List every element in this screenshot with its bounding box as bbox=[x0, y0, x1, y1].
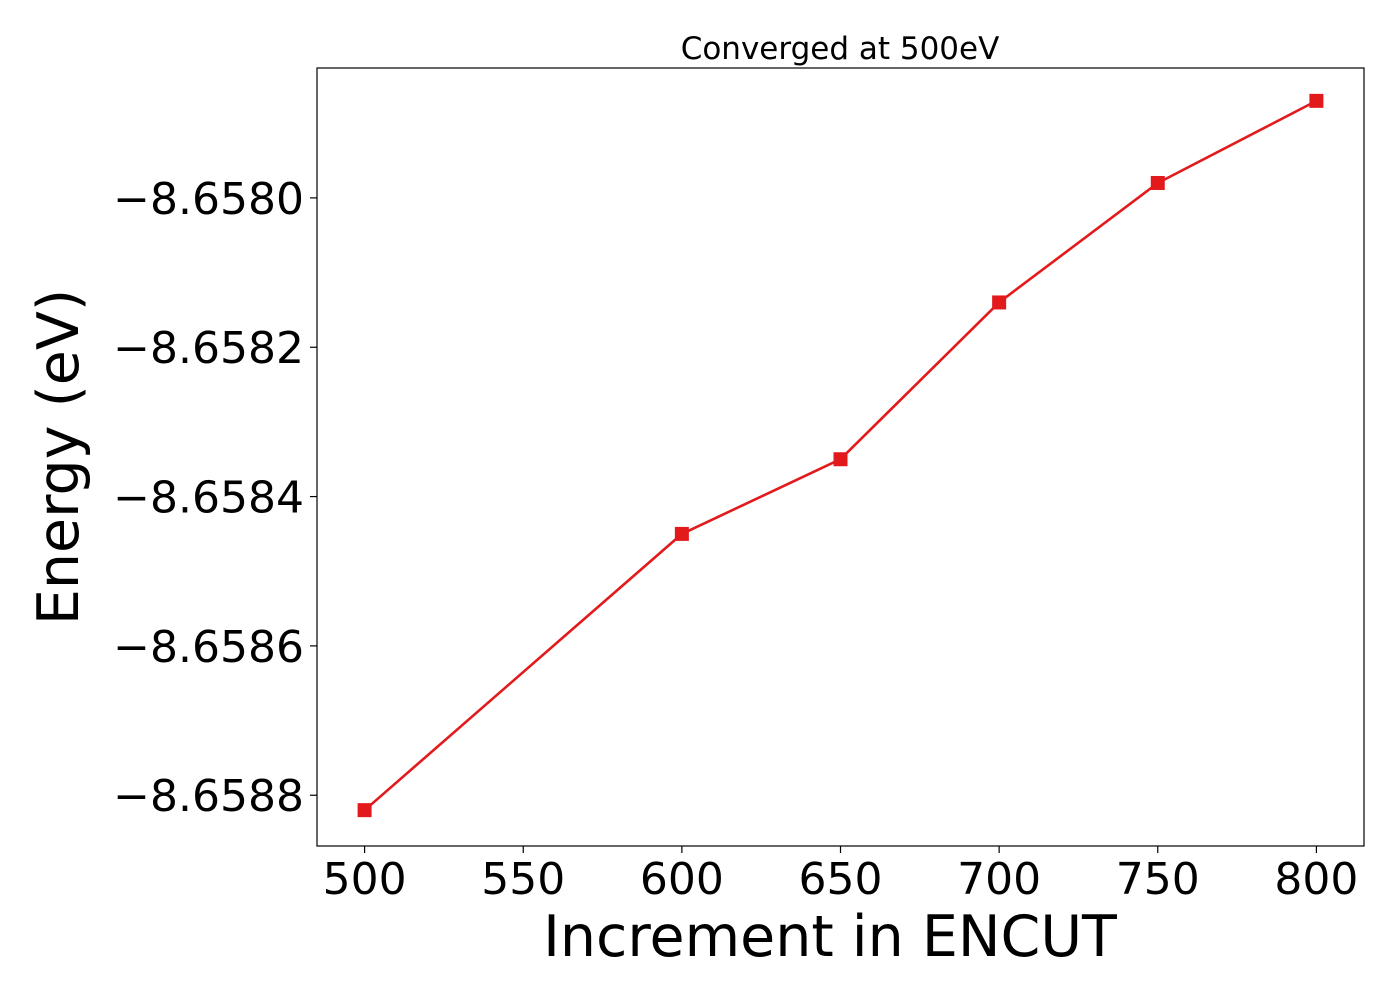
y-tick-label: −8.6588 bbox=[113, 771, 304, 822]
data-point-marker bbox=[674, 526, 689, 541]
y-axis-label: Energy (eV) bbox=[26, 289, 92, 625]
chart-title: Converged at 500eV bbox=[681, 31, 1000, 67]
data-point-marker bbox=[357, 803, 372, 818]
series-line bbox=[363, 99, 1317, 812]
x-tick-label: 550 bbox=[481, 854, 565, 905]
y-tick-label: −8.6586 bbox=[113, 622, 304, 673]
x-axis-label: Increment in ENCUT bbox=[543, 904, 1117, 970]
x-tick-label: 650 bbox=[799, 854, 883, 905]
y-tick-label: −8.6580 bbox=[113, 174, 304, 225]
x-tick-label: 500 bbox=[323, 854, 407, 905]
y-tick-label: −8.6582 bbox=[113, 323, 304, 374]
plot-area-frame bbox=[316, 67, 1365, 847]
data-point-marker bbox=[833, 452, 848, 467]
series-layer bbox=[357, 93, 1324, 818]
data-point-marker bbox=[1150, 175, 1165, 190]
x-tick-label: 750 bbox=[1116, 854, 1200, 905]
x-tick-label: 700 bbox=[957, 854, 1041, 905]
y-axis-ticks: −8.6580 −8.6582 −8.6584 −8.6586 −8.6588 bbox=[113, 174, 317, 822]
data-point-marker bbox=[1309, 93, 1324, 108]
x-axis-ticks: 500 550 600 650 700 750 800 bbox=[323, 846, 1358, 905]
data-point-marker bbox=[992, 295, 1007, 310]
x-tick-label: 800 bbox=[1274, 854, 1358, 905]
y-tick-label: −8.6584 bbox=[113, 473, 304, 524]
x-tick-label: 600 bbox=[640, 854, 724, 905]
